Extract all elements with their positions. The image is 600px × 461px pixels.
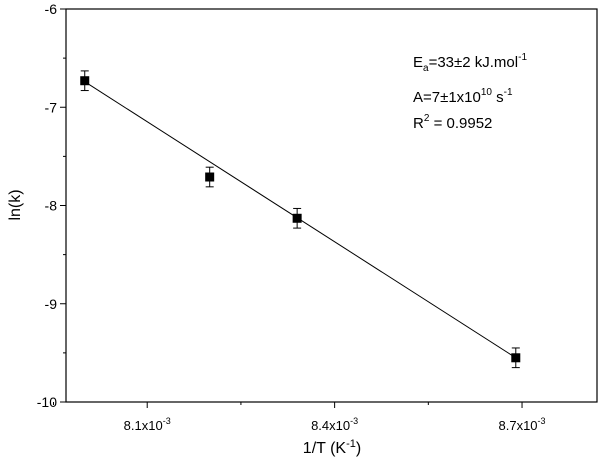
- y-tick-label-0: -10: [37, 394, 57, 410]
- x-axis-label: 1/T (K-1): [303, 438, 361, 457]
- x-tick-label-mantissa-0: 8.1x10: [124, 418, 163, 433]
- data-point-0: [80, 76, 90, 86]
- annotation-a-unit-exponent: -1: [504, 87, 513, 98]
- annotation-ea: Ea=33±2 kJ.mol-1: [413, 52, 527, 74]
- x-axis-label-exponent: -1: [346, 438, 356, 450]
- annotation-ea-exponent: -1: [518, 52, 527, 63]
- x-tick-label-mantissa-2: 8.7x10: [499, 418, 538, 433]
- y-tick-label-1: -9: [45, 296, 58, 312]
- x-tick-label-0: 8.1x10-3: [124, 416, 171, 433]
- annotation-r2-value: = 0.9952: [429, 115, 492, 132]
- y-axis-label: ln(k): [7, 189, 24, 220]
- annotation-a: A=7±1x1010 s-1: [413, 87, 513, 106]
- annotation-a-value: A=7±1x10: [413, 89, 481, 106]
- x-tick-label-exponent-2: -3: [538, 416, 546, 426]
- y-tick-label-3: -7: [45, 99, 58, 115]
- annotation-r2: R2 = 0.9952: [413, 113, 492, 132]
- data-point-1: [205, 172, 215, 182]
- annotation-ea-value: =33±2 kJ.mol: [429, 54, 519, 71]
- annotation-ea-symbol: E: [413, 54, 423, 71]
- x-tick-label-exponent-0: -3: [163, 416, 171, 426]
- x-tick-label-2: 8.7x10-3: [499, 416, 546, 433]
- x-axis-label-suffix: ): [356, 440, 361, 457]
- x-tick-label-mantissa-1: 8.4x10: [311, 418, 350, 433]
- x-tick-label-1: 8.4x10-3: [311, 416, 358, 433]
- axis-tick-labels: 8.1x10-3 8.4x10-3 8.7x10-3-10-9-8-7-6: [37, 1, 546, 433]
- data-point-2: [292, 213, 302, 223]
- annotation-a-unit: s: [492, 89, 504, 106]
- x-tick-label-exponent-1: -3: [350, 416, 358, 426]
- axis-ticks: [53, 8, 523, 408]
- annotation-a-exponent: 10: [481, 87, 493, 98]
- x-axis-label-main: 1/T (K: [303, 440, 347, 457]
- data-points: [80, 70, 521, 369]
- annotation-r2-exponent: 2: [424, 113, 430, 124]
- y-tick-label-4: -6: [45, 1, 58, 17]
- annotation-r2-symbol: R: [413, 115, 424, 132]
- data-point-3: [511, 353, 521, 363]
- annotation-ea-subscript: a: [423, 63, 429, 74]
- y-tick-label-2: -8: [45, 198, 58, 214]
